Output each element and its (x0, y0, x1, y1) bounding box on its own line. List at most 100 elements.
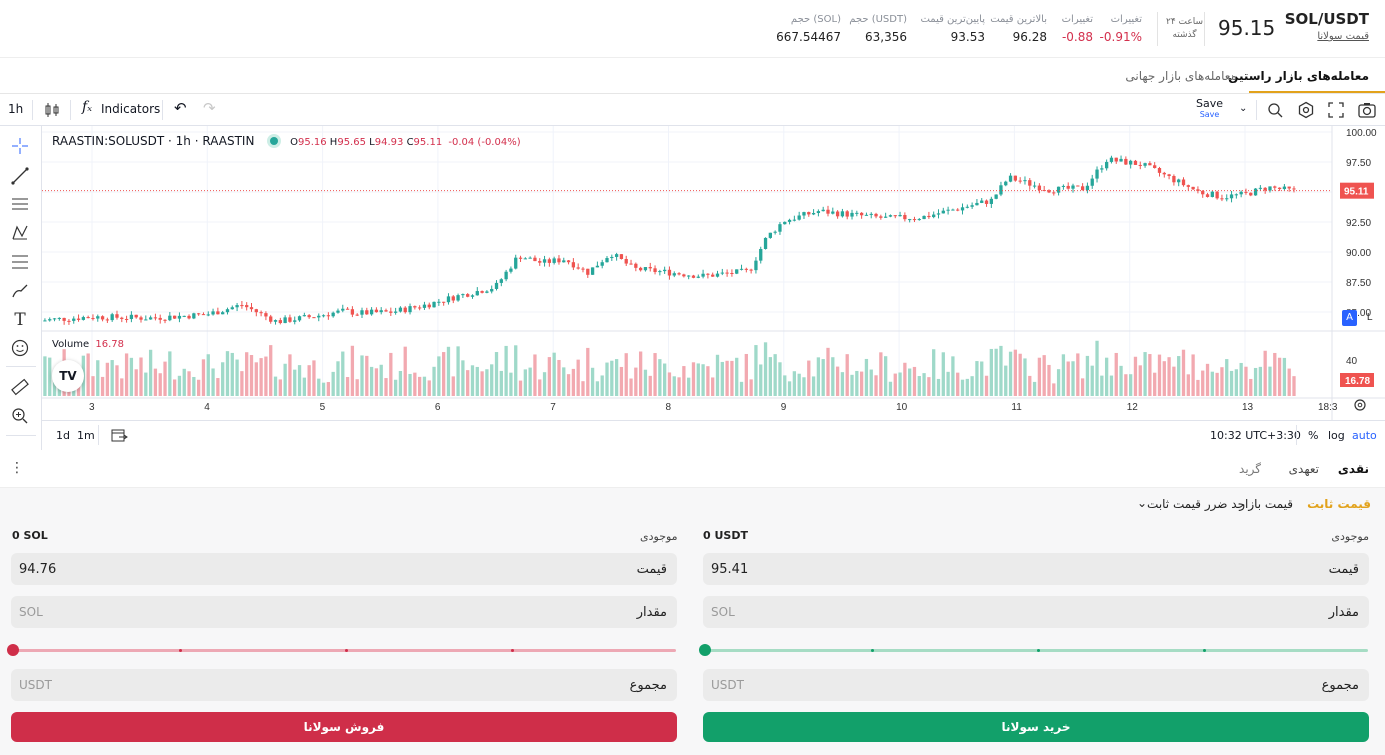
field-placeholder[interactable]: USDT (19, 678, 52, 692)
tradingview-logo[interactable]: TV (52, 360, 84, 392)
candle-body (1148, 163, 1152, 166)
sell-price-field[interactable]: قیمت 94.76 (11, 553, 677, 585)
quick-search-icon[interactable] (1266, 101, 1284, 119)
stat-label: تغییرات (1061, 14, 1093, 25)
volume-bar (240, 371, 244, 396)
sell-button[interactable]: فروش سولانا (11, 712, 677, 742)
interval-button[interactable]: 1h (8, 102, 24, 116)
chevron-down-icon[interactable]: ⌄ (1136, 496, 1147, 510)
buy-button[interactable]: خرید سولانا (703, 712, 1369, 742)
settings-icon[interactable] (1297, 101, 1315, 119)
save-button[interactable]: Save Save (1196, 98, 1223, 120)
fx-icon[interactable]: fₓ (82, 99, 93, 115)
zoom-in-icon[interactable] (10, 406, 30, 426)
candle-body (566, 260, 571, 263)
candle-body (374, 309, 379, 313)
volume-bar (312, 360, 316, 396)
candle-body (893, 215, 897, 217)
ohlc-low: 94.93 (374, 137, 404, 148)
field-value[interactable]: 94.76 (19, 562, 57, 577)
auto-scale-button[interactable]: A (1342, 310, 1357, 326)
candle-body (360, 310, 364, 315)
buy-amount-field[interactable]: مقدار SOL (703, 596, 1369, 628)
candle-body (163, 319, 167, 321)
buy-total-field[interactable]: مجموع USDT (703, 669, 1369, 701)
log-toggle[interactable]: log (1328, 429, 1345, 442)
candle-body (1013, 175, 1018, 181)
range-1m[interactable]: 1m (77, 429, 95, 442)
volume-bar (1263, 350, 1267, 396)
chart-canvas[interactable]: 100.0097.5095.0092.5090.0087.5085.003456… (42, 126, 1385, 420)
volume-bar (557, 359, 561, 396)
candles-icon[interactable] (43, 101, 61, 119)
fullscreen-icon[interactable] (1327, 101, 1345, 119)
chevron-down-icon[interactable]: ⌄ (1239, 103, 1248, 114)
field-placeholder[interactable]: SOL (711, 605, 735, 619)
last-price: 95.15 (1218, 16, 1276, 40)
undo-icon[interactable]: ↶ (174, 99, 187, 117)
axis-settings-icon[interactable] (1353, 398, 1367, 412)
coin-price-link[interactable]: قیمت سولانا (1317, 31, 1369, 42)
price-chart[interactable]: 100.0097.5095.0092.5090.0087.5085.003456… (42, 126, 1385, 450)
candle-body (432, 301, 436, 308)
order-type-market[interactable]: قیمت بازار (1239, 497, 1293, 511)
volume-bar (859, 371, 864, 396)
sell-slider-handle[interactable] (7, 644, 19, 656)
candle-body (730, 273, 734, 275)
candle-body (1071, 185, 1075, 189)
volume-bar (379, 364, 383, 396)
tab-spot[interactable]: نقدی (1337, 462, 1369, 476)
range-1d[interactable]: 1d (56, 429, 70, 442)
lock-scale-button[interactable]: L (1366, 312, 1373, 323)
text-tool-icon[interactable]: T (14, 310, 26, 330)
auto-toggle[interactable]: auto (1352, 429, 1377, 442)
volume-bar (1167, 357, 1171, 396)
tab-grid[interactable]: گرید (1239, 462, 1261, 476)
stat-value: 63,356 (865, 30, 907, 44)
order-type-stop-limit[interactable]: حد ضرر قیمت ثابت (1147, 497, 1245, 511)
sell-amount-field[interactable]: مقدار SOL (11, 596, 677, 628)
candle-body (557, 258, 561, 263)
field-placeholder[interactable]: SOL (19, 605, 43, 619)
candle-body (1253, 188, 1258, 196)
order-type-limit[interactable]: قیمت ثابت (1307, 497, 1371, 511)
volume-bar (787, 381, 792, 396)
more-vertical-icon[interactable]: ⋮ (10, 460, 24, 476)
tab-global-market[interactable]: معامله‌های بازار جهانی (1125, 69, 1237, 83)
field-value[interactable]: 95.41 (711, 562, 749, 577)
candle-body (413, 306, 417, 308)
trend-line-icon[interactable] (10, 166, 30, 186)
buy-slider-handle[interactable] (699, 644, 711, 656)
tab-margin[interactable]: تعهدی (1288, 462, 1319, 476)
buy-price-field[interactable]: قیمت 95.41 (703, 553, 1369, 585)
volume-bar (475, 366, 479, 396)
time-tick-label: 8 (666, 402, 672, 413)
ruler-icon[interactable] (10, 377, 30, 397)
stat-value: 667.54467 (776, 30, 841, 44)
pattern-icon[interactable] (10, 223, 30, 243)
candle-body (773, 231, 777, 233)
tab-raastin-market[interactable]: معامله‌های بازار راستین (1228, 69, 1369, 83)
stat-label: حجم (USDT) (849, 14, 907, 25)
candle-body (888, 215, 893, 217)
fib-icon[interactable] (10, 252, 30, 272)
indicators-button[interactable]: Indicators (101, 102, 161, 116)
candle-body (922, 215, 926, 220)
candle-body (485, 291, 489, 293)
crosshair-icon[interactable] (10, 136, 30, 156)
redo-icon[interactable]: ↷ (203, 99, 216, 117)
horizontal-lines-icon[interactable] (10, 194, 30, 214)
date-range-icon[interactable] (110, 427, 128, 443)
camera-icon[interactable] (1357, 101, 1377, 119)
emoji-icon[interactable] (10, 338, 30, 358)
sell-total-field[interactable]: مجموع USDT (11, 669, 677, 701)
brush-icon[interactable] (10, 281, 30, 301)
volume-bar (398, 370, 403, 396)
timezone-clock[interactable]: 10:32 UTC+3:30 (1210, 429, 1301, 442)
candle-body (124, 318, 129, 320)
volume-bar (1013, 349, 1018, 396)
field-placeholder[interactable]: USDT (711, 678, 744, 692)
candle-body (634, 263, 638, 268)
percent-toggle[interactable]: % (1308, 429, 1319, 442)
candle-body (701, 273, 705, 277)
